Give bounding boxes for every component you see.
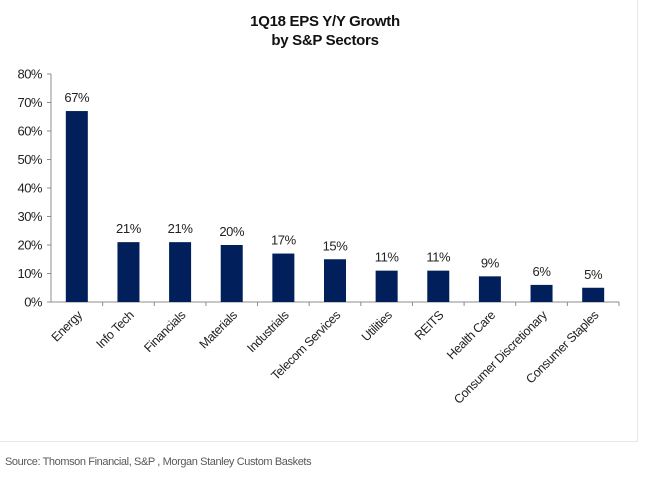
bar <box>324 259 346 302</box>
data-label: 15% <box>323 238 349 253</box>
data-label: 6% <box>533 264 552 279</box>
data-label: 21% <box>116 221 142 236</box>
chart-title: 1Q18 EPS Y/Y Growth <box>250 13 400 30</box>
y-tick-label: 30% <box>17 209 42 224</box>
y-tick-label: 50% <box>17 152 42 167</box>
y-axis: 0% 10% 20% 30% 40% 50% 60% 70% 80% <box>17 67 52 310</box>
chart-subtitle: by S&P Sectors <box>271 32 379 49</box>
data-label: 17% <box>271 233 297 248</box>
category-labels: Energy Info Tech Financials Materials Indust… <box>49 307 602 406</box>
bar <box>427 270 450 302</box>
x-axis <box>47 301 620 306</box>
category-label: REITS <box>412 308 447 343</box>
data-label: 20% <box>219 224 245 239</box>
data-label: 9% <box>481 255 500 270</box>
y-tick-label: 80% <box>17 67 42 82</box>
bar <box>272 253 295 302</box>
category-label: Info Tech <box>94 308 137 351</box>
y-tick-label: 10% <box>17 266 42 281</box>
bar <box>582 287 605 302</box>
category-label: Financials <box>141 308 188 355</box>
data-label: 21% <box>168 221 194 236</box>
data-labels: 67% 21% 21% 20% 17% 15% 11% 11% 9% 6% 5% <box>64 90 603 282</box>
category-label: Consumer Discretionary <box>451 307 550 406</box>
category-label: Materials <box>197 308 240 351</box>
y-tick-label: 60% <box>17 124 42 139</box>
y-tick-label: 0% <box>24 295 43 310</box>
y-tick-label: 20% <box>17 238 42 253</box>
data-label: 11% <box>375 250 400 265</box>
category-label: Energy <box>49 307 86 344</box>
bar <box>478 276 501 302</box>
category-label: Health Care <box>444 308 498 362</box>
category-label: Industrials <box>244 308 291 355</box>
bar <box>220 245 243 302</box>
data-label: 5% <box>584 267 603 282</box>
bar <box>169 242 192 302</box>
bar <box>65 111 88 302</box>
bar <box>117 242 140 302</box>
source-note: Source: Thomson Financial, S&P , Morgan … <box>5 456 312 468</box>
y-tick-label: 70% <box>17 95 42 110</box>
chart-frame <box>0 0 638 442</box>
y-tick-label: 40% <box>17 181 42 196</box>
bar <box>530 284 553 302</box>
bars <box>65 111 605 302</box>
category-label: Utilities <box>359 308 395 344</box>
data-label: 67% <box>64 90 90 105</box>
data-label: 11% <box>426 250 451 265</box>
bar <box>375 270 398 302</box>
